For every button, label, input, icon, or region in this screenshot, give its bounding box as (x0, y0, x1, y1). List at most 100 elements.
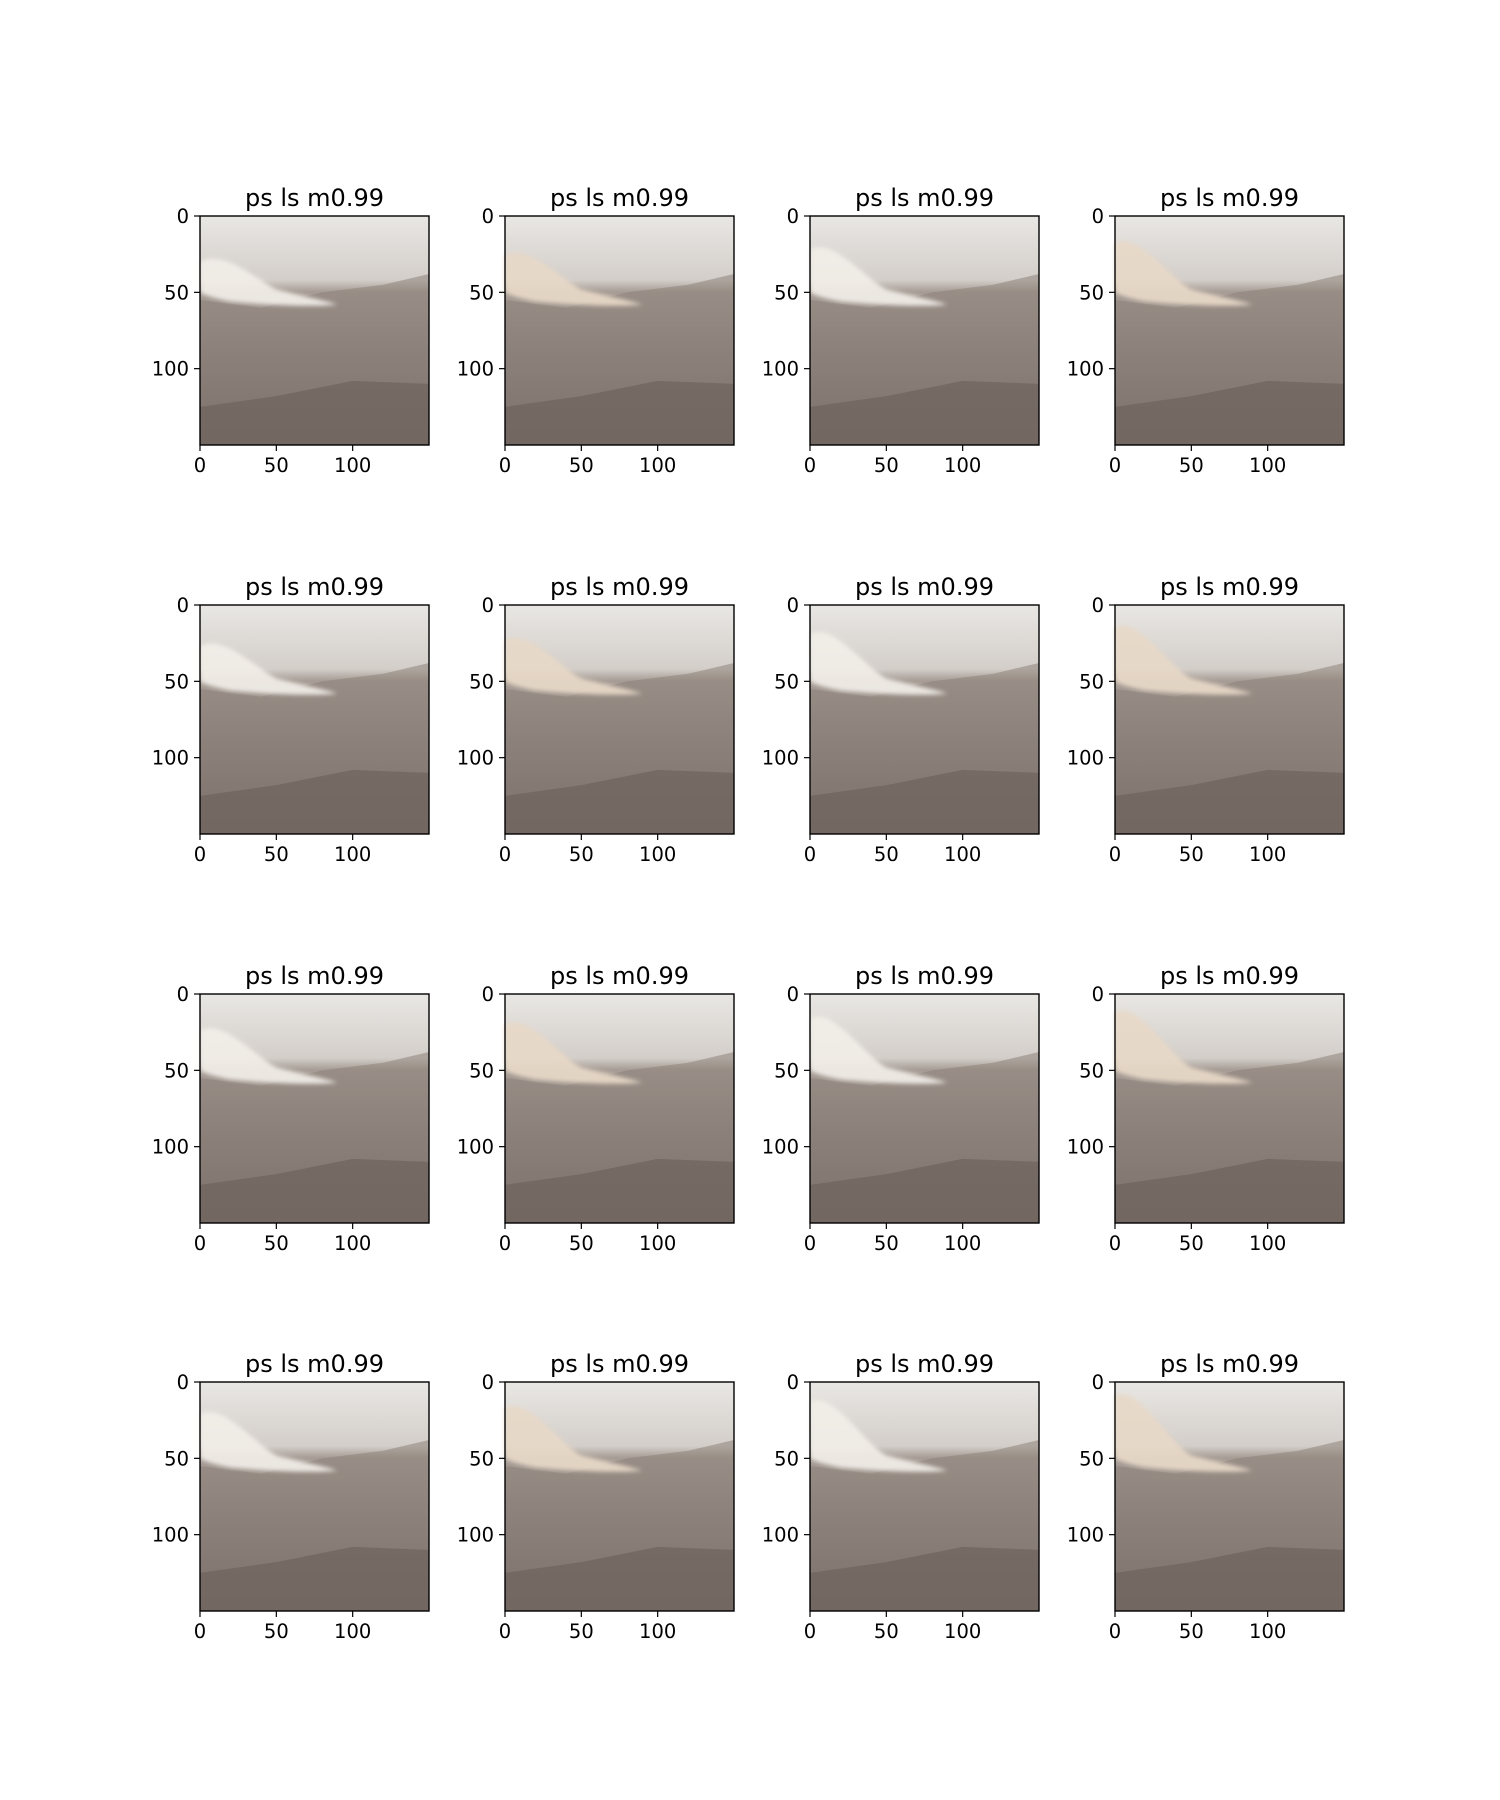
foreground-hill (505, 1546, 734, 1611)
panel-12: ps ls m0.99 0 50 100 0 50 100 (1067, 962, 1345, 1255)
panel-title: ps ls m0.99 (855, 573, 994, 601)
x-tick-label: 100 (334, 454, 371, 477)
panel-4: ps ls m0.99 0 50 100 0 50 100 (1067, 184, 1345, 477)
smoke-plume (810, 1400, 948, 1472)
y-tick-label: 0 (177, 594, 189, 617)
smoke-plume (505, 1405, 643, 1472)
panel-title: ps ls m0.99 (245, 573, 384, 601)
panel-14: ps ls m0.99 0 50 100 0 50 100 (457, 1350, 735, 1643)
foreground-hill (1115, 1546, 1344, 1611)
y-tick-label: 50 (774, 1059, 799, 1082)
y-tick-label: 0 (1092, 205, 1104, 228)
y-tick-label: 100 (1067, 747, 1104, 770)
y-tick-label: 0 (482, 205, 494, 228)
foreground-hill (810, 1546, 1039, 1611)
y-tick-label: 0 (482, 1371, 494, 1394)
y-tick-label: 100 (457, 1136, 494, 1159)
axes-frame (809, 215, 1040, 446)
y-tick-label: 50 (774, 670, 799, 693)
x-tick-label: 0 (1109, 1620, 1121, 1643)
y-tick-label: 0 (1092, 594, 1104, 617)
panel-title: ps ls m0.99 (550, 184, 689, 212)
y-tick-label: 100 (1067, 1136, 1104, 1159)
panel-11: ps ls m0.99 0 50 100 0 50 100 (762, 962, 1040, 1255)
panel-16: ps ls m0.99 0 50 100 0 50 100 (1067, 1350, 1345, 1643)
x-tick-label: 50 (264, 1620, 289, 1643)
smoke-plume (200, 1411, 338, 1472)
axes-frame (809, 1381, 1040, 1612)
smoke-plume (1115, 1010, 1253, 1084)
smoke-plume (200, 643, 338, 695)
y-tick-label: 100 (152, 747, 189, 770)
smoke-plume (1115, 241, 1253, 306)
x-tick-label: 100 (1249, 843, 1286, 866)
y-tick-label: 0 (787, 594, 799, 617)
y-tick-label: 0 (787, 1371, 799, 1394)
y-tick-label: 50 (164, 670, 189, 693)
y-tick-label: 100 (457, 1524, 494, 1547)
x-tick-label: 100 (334, 1620, 371, 1643)
axes-frame (1114, 1381, 1345, 1612)
x-tick-label: 100 (639, 1232, 676, 1255)
y-tick-label: 50 (164, 1447, 189, 1470)
x-tick-label: 50 (569, 843, 594, 866)
x-tick-label: 100 (639, 454, 676, 477)
y-tick-label: 0 (482, 594, 494, 617)
x-tick-label: 0 (194, 1620, 206, 1643)
x-tick-label: 0 (804, 454, 816, 477)
smoke-plume (1115, 1394, 1253, 1472)
smoke-plume (200, 258, 338, 306)
x-tick-label: 100 (639, 1620, 676, 1643)
x-tick-label: 0 (194, 843, 206, 866)
panel-8: ps ls m0.99 0 50 100 0 50 100 (1067, 573, 1345, 866)
y-tick-label: 50 (1079, 1447, 1104, 1470)
x-tick-label: 100 (944, 454, 981, 477)
panel-title: ps ls m0.99 (1160, 962, 1299, 990)
y-tick-label: 100 (152, 358, 189, 381)
y-tick-label: 50 (774, 281, 799, 304)
panel-10: ps ls m0.99 0 50 100 0 50 100 (457, 962, 735, 1255)
x-tick-label: 100 (1249, 454, 1286, 477)
panel-5: ps ls m0.99 0 50 100 0 50 100 (152, 573, 430, 866)
panel-title: ps ls m0.99 (1160, 1350, 1299, 1378)
panel-title: ps ls m0.99 (1160, 184, 1299, 212)
y-tick-label: 0 (482, 983, 494, 1006)
x-tick-label: 100 (334, 843, 371, 866)
y-tick-label: 100 (1067, 1524, 1104, 1547)
x-tick-label: 50 (1179, 1232, 1204, 1255)
x-tick-label: 50 (264, 1232, 289, 1255)
foreground-hill (810, 380, 1039, 445)
axes-frame (1114, 604, 1345, 835)
x-tick-label: 100 (1249, 1620, 1286, 1643)
y-tick-label: 50 (469, 281, 494, 304)
smoke-plume (200, 1028, 338, 1084)
panel-title: ps ls m0.99 (245, 184, 384, 212)
y-tick-label: 0 (787, 205, 799, 228)
x-tick-label: 100 (944, 843, 981, 866)
foreground-hill (200, 1546, 429, 1611)
y-tick-label: 50 (1079, 670, 1104, 693)
y-tick-label: 0 (177, 1371, 189, 1394)
y-tick-label: 100 (152, 1136, 189, 1159)
y-tick-label: 100 (1067, 358, 1104, 381)
x-tick-label: 0 (1109, 454, 1121, 477)
axes-frame (504, 993, 735, 1224)
panel-2: ps ls m0.99 0 50 100 0 50 100 (457, 184, 735, 477)
panel-title: ps ls m0.99 (550, 1350, 689, 1378)
y-tick-label: 50 (469, 1447, 494, 1470)
x-tick-label: 50 (1179, 843, 1204, 866)
smoke-plume (1115, 626, 1253, 695)
x-tick-label: 0 (1109, 843, 1121, 866)
x-tick-label: 50 (1179, 1620, 1204, 1643)
panel-title: ps ls m0.99 (245, 1350, 384, 1378)
x-tick-label: 50 (569, 454, 594, 477)
x-tick-label: 100 (944, 1232, 981, 1255)
axes-frame (1114, 993, 1345, 1224)
x-tick-label: 0 (1109, 1232, 1121, 1255)
x-tick-label: 50 (569, 1620, 594, 1643)
panel-title: ps ls m0.99 (245, 962, 384, 990)
foreground-hill (810, 769, 1039, 834)
x-tick-label: 0 (804, 843, 816, 866)
smoke-plume (810, 247, 948, 306)
y-tick-label: 50 (1079, 1059, 1104, 1082)
